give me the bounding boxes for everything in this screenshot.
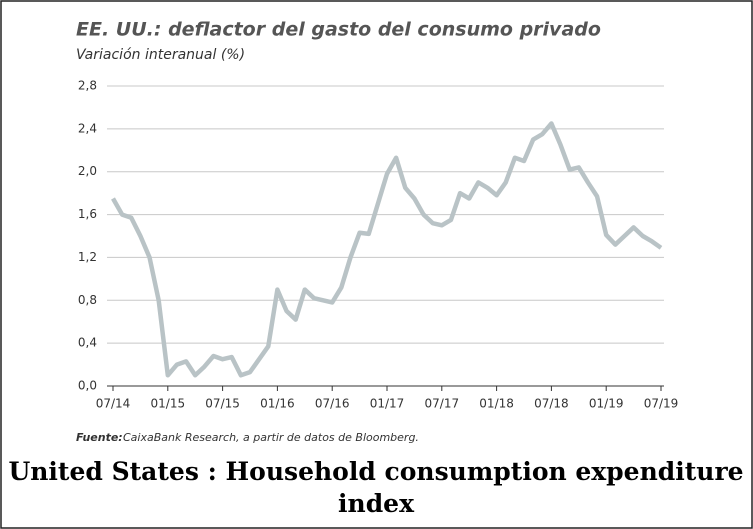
y-tick-label: 0,8 xyxy=(78,293,97,307)
x-tick-label: 01/17 xyxy=(370,397,405,411)
x-tick-label: 01/16 xyxy=(260,397,295,411)
y-tick-label: 2,0 xyxy=(78,164,97,178)
x-tick-label: 07/16 xyxy=(315,397,350,411)
x-tick-label: 07/19 xyxy=(644,397,679,411)
x-tick-label: 07/17 xyxy=(425,397,460,411)
x-tick-label: 07/18 xyxy=(534,397,569,411)
y-tick-label: 2,4 xyxy=(78,121,97,135)
y-tick-label: 1,6 xyxy=(78,207,97,221)
chart-subtitle: Variación interanual (%) xyxy=(76,47,245,63)
y-tick-label: 0,0 xyxy=(78,379,97,393)
y-tick-label: 0,4 xyxy=(78,336,97,350)
x-tick-label: 01/18 xyxy=(479,397,514,411)
chart-title: EE. UU.: deflactor del gasto del consumo… xyxy=(76,19,601,41)
caption: United States : Household consumption ex… xyxy=(8,457,743,518)
x-tick-label: 01/15 xyxy=(151,397,186,411)
x-tick-label: 07/14 xyxy=(96,397,131,411)
x-tick-label: 01/19 xyxy=(589,397,624,411)
source-label: Fuente: xyxy=(76,431,123,444)
y-tick-label: 2,8 xyxy=(78,79,97,93)
source: CaixaBank Research, a partir de datos de… xyxy=(123,431,419,444)
data-line xyxy=(111,121,663,378)
y-tick-label: 1,2 xyxy=(78,250,97,264)
x-tick-label: 07/15 xyxy=(205,397,240,411)
